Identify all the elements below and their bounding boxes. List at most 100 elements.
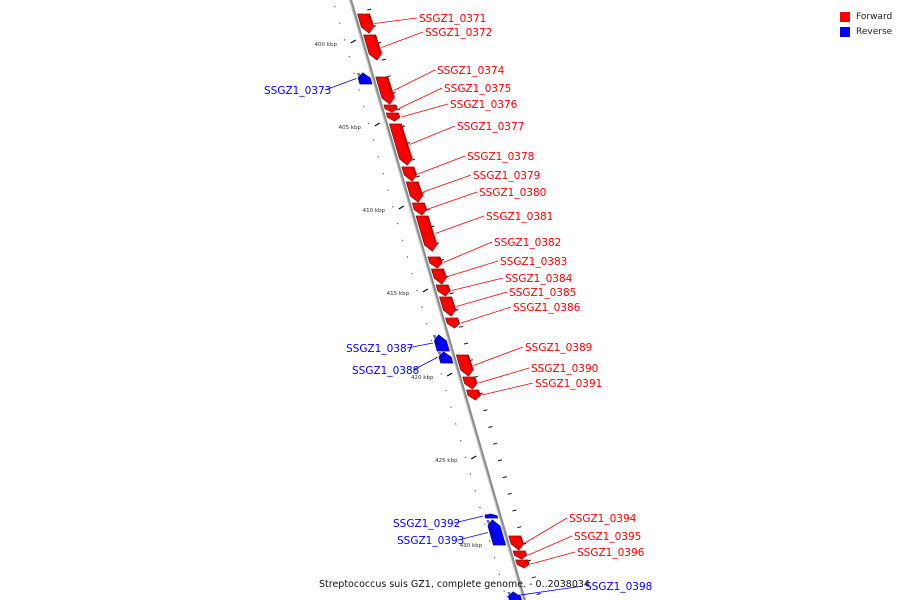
- gene-ssgz1_0377: [388, 123, 414, 166]
- gene-label: SSGZ1_0377: [457, 121, 524, 133]
- gene-arrow-shade: [421, 203, 428, 210]
- gene-ssgz1_0379: [405, 181, 425, 203]
- gene-label: SSGZ1_0374: [437, 65, 505, 77]
- gene-ssgz1_0371: [357, 13, 376, 34]
- gene-label: SSGZ1_0384: [505, 273, 573, 285]
- gene-arrow-shade: [425, 216, 439, 245]
- minor-tick: [488, 540, 491, 542]
- minor-tick: [493, 556, 496, 559]
- forward-swatch-icon: [840, 11, 850, 22]
- gene-leader-line: [528, 535, 573, 556]
- backbone-line: [349, 0, 526, 600]
- minor-tick: [430, 339, 433, 342]
- major-tick: [422, 288, 429, 293]
- gene-label: SSGZ1_0386: [513, 302, 581, 314]
- minor-tick: [488, 426, 493, 428]
- minor-tick: [483, 409, 488, 412]
- major-tick: [446, 372, 453, 377]
- major-tick: [374, 122, 381, 127]
- minor-tick: [343, 39, 346, 41]
- legend-item-forward: Forward: [840, 9, 892, 24]
- gene-ssgz1_0395: [512, 550, 528, 560]
- minor-tick: [372, 139, 375, 141]
- minor-tick: [381, 58, 386, 61]
- minor-tick: [401, 239, 404, 242]
- minor-tick: [338, 22, 341, 25]
- gene-ssgz1_0383: [430, 268, 448, 285]
- gene-ssgz1_0387: [432, 334, 450, 352]
- reverse-swatch-icon: [840, 26, 850, 37]
- gene-leader-line: [381, 31, 424, 48]
- gene-leader-line: [506, 585, 584, 598]
- genome-backbone: [349, 0, 526, 600]
- gene-ssgz1_0392: [484, 513, 499, 519]
- gene-leader-line: [406, 342, 434, 349]
- gene-leader-line: [417, 155, 466, 175]
- gene-label: SSGZ1_0389: [525, 342, 592, 354]
- gene-leader-line: [447, 260, 499, 277]
- gene-arrow-shade: [356, 73, 363, 80]
- minor-tick: [474, 489, 476, 492]
- gene-leader-line: [524, 517, 568, 544]
- gene-label: SSGZ1_0376: [450, 99, 518, 111]
- minor-tick: [450, 406, 452, 409]
- gene-label: SSGZ1_0385: [509, 287, 576, 299]
- gene-leader-line: [428, 191, 478, 210]
- gene-ssgz1_0378: [401, 166, 419, 182]
- legend: Forward Reverse: [840, 9, 892, 39]
- gene-label: SSGZ1_0380: [479, 187, 546, 199]
- minor-tick: [440, 373, 443, 375]
- gene-arrow-shade: [484, 514, 489, 517]
- minor-tick: [459, 439, 462, 442]
- gene-ssgz1_0373: [356, 72, 373, 85]
- gene-ssgz1_0388: [437, 351, 454, 364]
- gene-label: SSGZ1_0371: [419, 13, 486, 25]
- gene-arrow-shade: [437, 352, 444, 359]
- tick-label: 410 kbp: [363, 208, 386, 214]
- minor-tick: [498, 573, 501, 576]
- gene-arrow-shade: [372, 35, 383, 54]
- gene-arrow-shade: [366, 14, 376, 27]
- minor-tick: [406, 256, 409, 258]
- backbone-highlight: [349, 0, 524, 600]
- gene-arrow-shade: [445, 285, 452, 292]
- gene-leader-line: [374, 17, 418, 24]
- gene-arrow-shade: [415, 182, 425, 196]
- gene-ssgz1_0381: [415, 215, 439, 252]
- gene-label: SSGZ1_0381: [486, 211, 553, 223]
- minor-tick: [362, 105, 365, 108]
- gene-label: SSGZ1_0393: [397, 535, 464, 547]
- gene-label: SSGZ1_0372: [425, 27, 492, 39]
- gene-label: SSGZ1_0391: [535, 378, 602, 390]
- tick-label: 425 kbp: [435, 458, 458, 464]
- minor-tick: [425, 322, 428, 325]
- minor-tick: [449, 292, 454, 295]
- tick-label: 405 kbp: [339, 125, 362, 131]
- gene-ssgz1_0372: [363, 34, 383, 61]
- gene-label: SSGZ1_0394: [569, 513, 637, 525]
- tick-label: 400 kbp: [315, 42, 338, 48]
- minor-tick: [367, 122, 370, 125]
- gene-ssgz1_0394: [508, 535, 525, 551]
- minor-tick: [454, 423, 457, 425]
- gene-ssgz1_0389: [455, 354, 475, 377]
- gene-arrow-shade: [471, 377, 479, 384]
- gene-leader-line: [451, 277, 504, 291]
- minor-tick: [367, 8, 372, 11]
- gene-ssgz1_0380: [411, 202, 428, 216]
- gene-arrow-shade: [465, 355, 475, 370]
- minor-tick: [492, 442, 498, 445]
- minor-tick: [416, 289, 418, 292]
- minor-tick: [353, 72, 356, 75]
- gene-leader-line: [481, 382, 534, 396]
- gene-label: SSGZ1_0395: [574, 531, 641, 543]
- gene-label: SSGZ1_0382: [494, 237, 561, 249]
- gene-arrow-shade: [517, 536, 525, 544]
- gene-leader-line: [443, 241, 493, 263]
- gene-arrow-shade: [522, 551, 528, 556]
- gene-leader-line: [393, 69, 436, 91]
- minor-tick: [445, 389, 447, 392]
- major-tick: [350, 39, 357, 44]
- gene-ssgz1_0376: [385, 112, 401, 122]
